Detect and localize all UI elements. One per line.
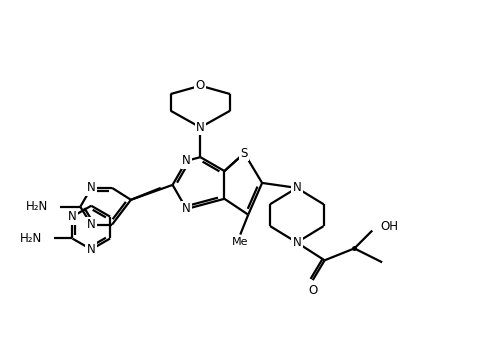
Text: N: N (196, 121, 205, 134)
Text: N: N (182, 203, 191, 216)
Text: H₂N: H₂N (20, 232, 43, 245)
Text: O: O (196, 79, 205, 92)
Text: N: N (182, 154, 191, 167)
Text: Me: Me (232, 237, 248, 247)
Text: S: S (241, 147, 248, 160)
Text: H₂N: H₂N (26, 200, 49, 213)
Text: N: N (68, 210, 77, 223)
Text: N: N (293, 236, 301, 249)
Text: N: N (87, 218, 96, 231)
Text: N: N (293, 181, 301, 194)
Text: O: O (308, 284, 318, 296)
Text: N: N (87, 181, 96, 194)
Text: OH: OH (380, 220, 398, 233)
Text: N: N (87, 243, 96, 256)
